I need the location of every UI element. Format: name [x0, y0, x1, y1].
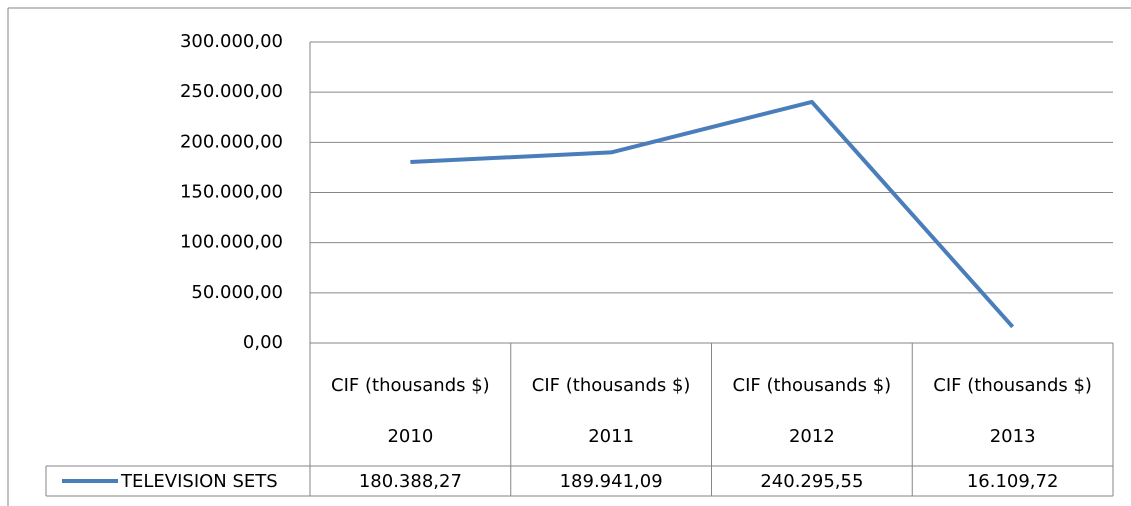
- series-line: [410, 99, 1015, 329]
- data-table-value: 240.295,55: [760, 470, 864, 492]
- x-tick-label: 2011: [588, 426, 635, 447]
- data-table-value: 189.941,09: [559, 470, 663, 492]
- y-tick-label: 250.000,00: [180, 81, 283, 102]
- y-tick-label: 150.000,00: [180, 182, 283, 203]
- y-tick-label: 100.000,00: [180, 232, 283, 253]
- data-table-value: 180.388,27: [358, 470, 462, 492]
- x-tick-label: 2012: [788, 426, 835, 447]
- category-group-label: CIF (thousands $): [531, 374, 691, 396]
- y-tick-label: 200.000,00: [180, 131, 283, 152]
- x-tick-label: 2013: [989, 426, 1036, 447]
- category-group-label: CIF (thousands $): [331, 374, 490, 396]
- y-tick-label: 0,00: [243, 332, 283, 353]
- category-group-label: CIF (thousands $): [732, 374, 892, 396]
- y-tick-label: 300.000,00: [180, 31, 283, 52]
- legend-label: TELEVISION SETS: [120, 471, 278, 492]
- x-tick-label: 2010: [387, 426, 434, 447]
- y-tick-label: 50.000,00: [191, 282, 283, 303]
- data-table-value: 16.109,72: [966, 470, 1059, 492]
- category-group-label: CIF (thousands $): [933, 374, 1092, 396]
